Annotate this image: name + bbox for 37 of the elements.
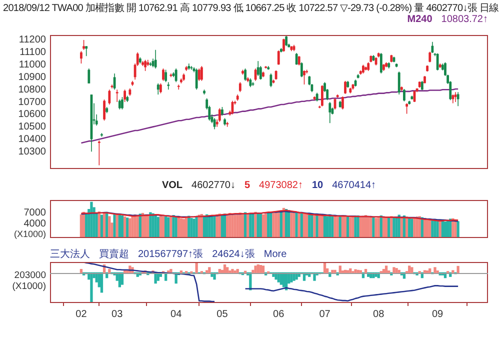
y-tick-label: 11000: [18, 60, 46, 71]
text: (X1000): [11, 281, 46, 292]
text: 201567797↑張: [138, 248, 204, 261]
y-tick-label: 10900: [18, 72, 46, 83]
x-tick-label: 04: [170, 308, 182, 320]
text: 10803.72↑: [441, 14, 488, 24]
text: VOL: [162, 180, 183, 190]
text: 4602770↓: [192, 180, 236, 190]
text: 24624↓張: [212, 248, 255, 261]
y-tick-label: 11200: [18, 34, 46, 46]
y-tick-label: 7000: [24, 208, 46, 219]
y-tick-label: 10500: [18, 122, 46, 133]
x-tick-label: 02: [76, 308, 88, 320]
y-tick-label: 10300: [18, 146, 46, 158]
text: 三大法人: [50, 248, 90, 261]
text: 203000: [13, 270, 46, 281]
x-tick-label: 07: [319, 308, 331, 320]
x-tick-label: 09: [432, 308, 444, 320]
text: M240: [407, 14, 432, 24]
text: 買賣超: [99, 248, 129, 261]
text: 4670414↑: [332, 180, 376, 190]
x-tick-label: 08: [373, 308, 385, 320]
y-tick-label: 4000: [24, 218, 46, 230]
text: 5: [244, 180, 250, 190]
y-tick-label: 11100: [20, 47, 46, 58]
y-axis-title: (X1000): [14, 229, 46, 240]
y-tick-label: 10400: [18, 134, 46, 145]
chart-title: 2018/09/12 TWA00 加權指數 開 10762.91 高 10779.93 低 10667.25 收 10722.57 ▽-29.73 (-0.28%) 量 4602770↓張 日線: [3, 2, 499, 15]
x-tick-label: 05: [216, 308, 228, 320]
y-tick-label: 10600: [18, 109, 46, 120]
text: 4973082↑: [259, 180, 303, 190]
x-tick-label: 06: [273, 308, 285, 320]
x-tick-label: 03: [112, 308, 124, 320]
y-tick-label: 10700: [18, 96, 46, 108]
y-tick-label: 10800: [18, 84, 46, 96]
text: More: [264, 248, 287, 260]
text: 10: [312, 180, 324, 190]
